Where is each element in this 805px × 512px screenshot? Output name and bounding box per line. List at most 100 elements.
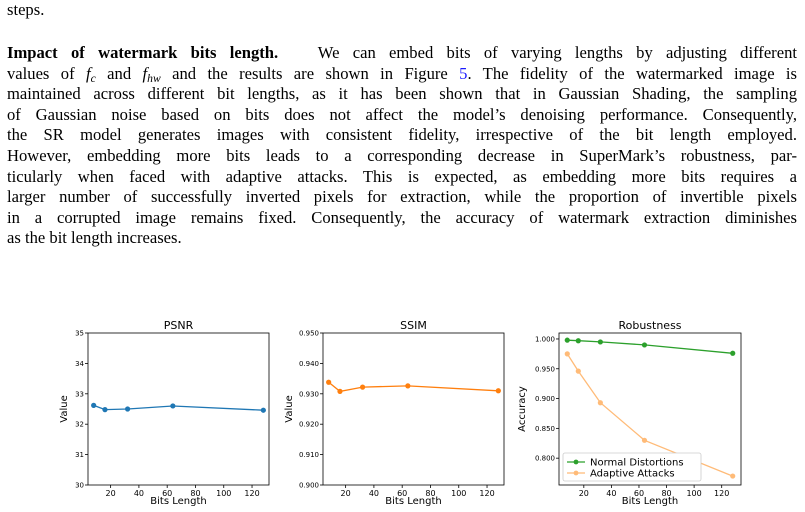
chart-1-series-0-line [328, 381, 499, 393]
chart-2-xtick-label: 40 [606, 489, 616, 498]
intro-tail-text: steps. [7, 0, 45, 19]
chart-0-ytick-label: 32 [75, 421, 84, 429]
chart-0-xtick-label: 80 [190, 489, 200, 498]
chart-1-xtick-label: 80 [425, 489, 435, 498]
chart-0-series-0-point [260, 407, 266, 413]
symbol-f-hw: f [142, 64, 148, 83]
paragraph-line-4-text: of Gaussian noise based on bits does not… [7, 105, 797, 124]
chart-1-xtick-label: 120 [479, 489, 494, 498]
chart-0-ytick-label: 33 [75, 390, 84, 398]
chart-1-xtick-label: 100 [451, 489, 466, 498]
chart-0-xtick-label: 100 [216, 489, 231, 498]
chart-2-legend-label-0: Normal Distortions [590, 458, 684, 469]
paragraph-line-8: larger number of successfully inverted p… [7, 187, 797, 207]
subscript-c: c [90, 72, 96, 85]
chart-1-series-0-point [359, 384, 366, 390]
paragraph-line-10: as the bit length increases. [7, 228, 182, 248]
chart-1-xtick-label: 20 [341, 489, 351, 498]
paragraph-line-9: in a corrupted image remains fixed. Cons… [7, 208, 797, 228]
chart-1-ytick-label: 0.950 [299, 330, 319, 338]
paragraph-line-7-text: ticularly when faced with adaptive attac… [7, 167, 797, 186]
paragraph-line-5: the SR model generates images with consi… [7, 125, 797, 145]
chart-2-series-0-point [575, 338, 581, 344]
line-2-part-b: and the results are shown in Figure [172, 64, 448, 83]
chart-1-series-0-point [405, 383, 411, 389]
chart-2-title: Robustness [618, 320, 681, 332]
chart-2-series-0-point [730, 350, 736, 356]
chart-0-series-0-line [93, 404, 264, 411]
chart-1-series-0-point [337, 388, 343, 394]
chart-2-ytick-label: 1.000 [535, 335, 555, 343]
chart-1-xlabel: Bits Length [385, 496, 441, 507]
paragraph-line-4: of Gaussian noise based on bits does not… [7, 105, 797, 125]
figure-link[interactable]: 5 [459, 64, 468, 83]
paragraph-line-5-text: the SR model generates images with consi… [7, 125, 797, 144]
symbol-f-c: f [86, 64, 91, 83]
chart-2-xtick-label: 20 [579, 489, 589, 498]
chart-0-series-0-point [124, 406, 131, 412]
subscript-hw: hw [147, 72, 161, 85]
chart-2-series-1-point [564, 351, 570, 357]
chart-2-xtick-label: 80 [661, 489, 671, 498]
chart-1-xtick-label: 60 [397, 489, 407, 498]
robustness-chart: Robustness 20 40 60 80 100 120 0.800 0.850 0.900 0… [517, 320, 742, 507]
paragraph-heading: Impact of watermark bits length. [7, 43, 279, 62]
ssim-chart: SSIM 20 40 60 80 100 120 0.900 0.910 0.920 0.930 0.… [284, 320, 505, 507]
chart-2-ylabel: Accuracy [517, 386, 528, 432]
paragraph-line-1-text: We can embed bits of varying lengths by … [317, 43, 797, 62]
paragraph-line-6: However, embedding more bits leads to a … [7, 146, 797, 166]
chart-2-legend-label-1: Adaptive Attacks [590, 469, 675, 480]
chart-2-series-1-point [597, 400, 603, 406]
chart-0-series-0-point [91, 402, 97, 408]
chart-1-plot-frame [322, 332, 505, 486]
chart-1-ytick-label: 0.910 [299, 451, 319, 459]
chart-2-legend-box [562, 452, 702, 482]
paragraph-line-1: Impact of watermark bits length. We can … [7, 43, 797, 63]
chart-2-series-1-point [641, 437, 648, 443]
line-2-and: and [107, 64, 132, 83]
chart-2-xtick-label: 120 [714, 489, 729, 498]
chart-0-xlabel: Bits Length [150, 496, 206, 507]
chart-2-xtick-label: 100 [686, 489, 701, 498]
chart-0-xtick-label: 120 [244, 489, 259, 498]
chart-0-xtick-label: 60 [162, 489, 172, 498]
chart-2-ytick-label: 0.900 [535, 395, 555, 403]
chart-1-ytick-label: 0.920 [299, 421, 319, 429]
chart-0-ytick-label: 34 [75, 360, 84, 368]
chart-0-xtick-label: 40 [134, 489, 144, 498]
chart-1-ylabel: Value [284, 395, 295, 422]
chart-1-xtick-label: 40 [369, 489, 379, 498]
chart-1-ytick-label: 0.930 [299, 390, 319, 398]
chart-2-ytick-label: 0.800 [535, 455, 555, 463]
chart-0-plot-frame [87, 332, 270, 486]
chart-2-ytick-label: 0.950 [535, 365, 555, 373]
chart-1-title: SSIM [400, 320, 427, 332]
chart-0-series-0-point [170, 403, 176, 409]
line-2-part-a: values of [7, 64, 75, 83]
chart-0-series-0-point [102, 407, 108, 413]
chart-2-series-1-point [575, 368, 581, 374]
chart-1-series-0-point [326, 379, 332, 385]
chart-0-title: PSNR [164, 320, 194, 332]
chart-1-ytick-label: 0.900 [299, 482, 319, 490]
chart-2-legend-marker-0 [573, 459, 579, 465]
chart-0-xtick-label: 20 [106, 489, 116, 498]
psnr-chart: PSNR 20 40 60 80 100 120 30 31 32 33 34 35 Bits Lengt… [59, 320, 270, 507]
paragraph-line-10-text: as the bit length increases. [7, 228, 182, 247]
paragraph-line-7: ticularly when faced with adaptive attac… [7, 167, 797, 187]
paragraph-line-8-text: larger number of successfully inverted p… [7, 187, 797, 206]
chart-2-series-0-line [567, 339, 733, 354]
paragraph-line-3: maintained across different bit lengths,… [7, 84, 797, 104]
chart-2-xtick-label: 60 [634, 489, 644, 498]
chart-2-series-0-point [597, 339, 603, 345]
chart-2-xlabel: Bits Length [622, 496, 678, 507]
chart-0-ytick-label: 35 [75, 330, 84, 338]
chart-2-series-0-point [564, 337, 570, 343]
chart-2-plot-frame [558, 332, 742, 486]
chart-0-ytick-label: 30 [75, 482, 84, 490]
chart-2-legend-marker-1 [573, 470, 579, 476]
paragraph-line-9-text: in a corrupted image remains fixed. Cons… [7, 208, 797, 227]
chart-2-series-1-point [730, 473, 736, 479]
intro-tail-line: steps. [7, 0, 44, 20]
paragraph-line-3-text: maintained across different bit lengths,… [7, 84, 797, 103]
